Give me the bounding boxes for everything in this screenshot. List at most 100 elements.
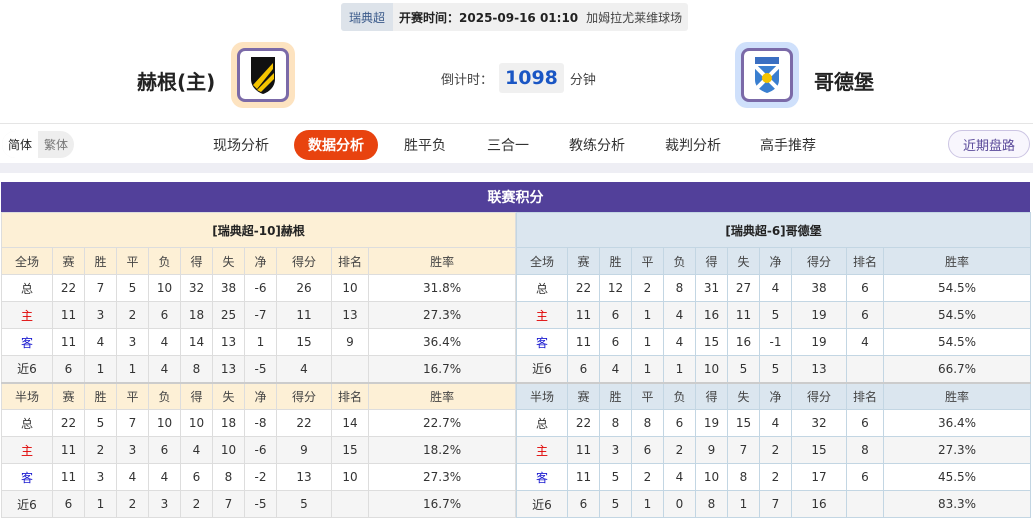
column-header: 负 bbox=[663, 381, 696, 410]
league-label[interactable]: 瑞典超 bbox=[341, 3, 394, 31]
cell: 9 bbox=[331, 328, 369, 356]
cell: 10 bbox=[180, 409, 213, 437]
row-label: 客 bbox=[1, 328, 53, 356]
cell: 6 bbox=[846, 463, 884, 491]
cell: 8 bbox=[727, 463, 760, 491]
column-header: 排名 bbox=[331, 381, 369, 410]
cell: 2 bbox=[631, 463, 664, 491]
tab-expert-picks[interactable]: 高手推荐 bbox=[760, 138, 816, 154]
cell: 7 bbox=[759, 490, 792, 518]
team-caption: [瑞典超-6]哥德堡 bbox=[515, 212, 1032, 248]
cell: 12 bbox=[599, 274, 632, 302]
column-header: 胜率 bbox=[882, 247, 1032, 275]
cell: 14 bbox=[180, 328, 213, 356]
cell: 38 bbox=[791, 274, 847, 302]
cell: 6 bbox=[180, 463, 213, 491]
cell: -5 bbox=[244, 490, 277, 518]
column-header: 负 bbox=[663, 247, 696, 275]
column-header: 平 bbox=[116, 247, 149, 275]
cell: 7 bbox=[84, 274, 117, 302]
away-team-logo[interactable] bbox=[735, 42, 799, 108]
row-label: 近6 bbox=[1, 490, 53, 518]
cell: 2 bbox=[116, 301, 149, 329]
cell: 11 bbox=[52, 436, 85, 464]
cell: 6 bbox=[846, 274, 884, 302]
cell: 17 bbox=[791, 463, 847, 491]
cell: 3 bbox=[84, 301, 117, 329]
cell: 16.7% bbox=[367, 490, 517, 518]
column-header: 胜 bbox=[84, 381, 117, 410]
cell: 36.4% bbox=[882, 409, 1032, 437]
cell: 2 bbox=[663, 436, 696, 464]
cell: 11 bbox=[567, 328, 600, 356]
cell: 7 bbox=[727, 436, 760, 464]
cell: 25 bbox=[212, 301, 245, 329]
home-team-logo[interactable] bbox=[231, 42, 295, 108]
cell: 5 bbox=[727, 355, 760, 383]
row-label: 主 bbox=[516, 436, 568, 464]
cell: 15 bbox=[331, 436, 369, 464]
cell: -1 bbox=[759, 328, 792, 356]
cell: 16.7% bbox=[367, 355, 517, 383]
tab-win-draw-loss[interactable]: 胜平负 bbox=[404, 138, 446, 154]
cell: 22 bbox=[567, 409, 600, 437]
cell bbox=[846, 355, 884, 383]
cell: -6 bbox=[244, 436, 277, 464]
cell: 7 bbox=[212, 490, 245, 518]
cell: 5 bbox=[759, 355, 792, 383]
cell: 11 bbox=[52, 328, 85, 356]
cell: 1 bbox=[631, 355, 664, 383]
cell: 54.5% bbox=[882, 328, 1032, 356]
column-header: 失 bbox=[212, 247, 245, 275]
cell: 11 bbox=[52, 463, 85, 491]
match-info-bar: 瑞典超 开赛时间：2025-09-16 01:10 加姆拉尤莱维球场 bbox=[341, 3, 688, 31]
cell: 19 bbox=[791, 328, 847, 356]
cell: 14 bbox=[331, 409, 369, 437]
cell: 4 bbox=[759, 409, 792, 437]
recent-odds-button[interactable]: 近期盘路 bbox=[948, 130, 1030, 158]
cell: 15 bbox=[727, 409, 760, 437]
cell: 32 bbox=[791, 409, 847, 437]
cell: 1 bbox=[244, 328, 277, 356]
cell: 19 bbox=[695, 409, 728, 437]
table-row: 近6 6 1 2 3 2 7 -5 5 16.7% bbox=[1, 490, 517, 518]
column-header: 全场 bbox=[1, 247, 53, 275]
tab-coach-analysis[interactable]: 教练分析 bbox=[569, 138, 625, 154]
divider bbox=[0, 163, 1033, 173]
cell: 32 bbox=[180, 274, 213, 302]
table-row: 客 11 6 1 4 15 16 -1 19 4 54.5% bbox=[516, 328, 1032, 356]
cell: 6 bbox=[148, 436, 181, 464]
table-row: 主 11 6 1 4 16 11 5 19 6 54.5% bbox=[516, 301, 1032, 329]
countdown-value: 1098 bbox=[499, 63, 564, 93]
table-row: 主 11 3 6 2 9 7 2 15 8 27.3% bbox=[516, 436, 1032, 464]
tab-data-analysis[interactable]: 数据分析 bbox=[294, 130, 378, 160]
cell: 18 bbox=[212, 409, 245, 437]
column-header: 得 bbox=[695, 247, 728, 275]
table-row: 总 22 5 7 10 10 18 -8 22 14 22.7% bbox=[1, 409, 517, 437]
cell: 16 bbox=[695, 301, 728, 329]
traditional-button[interactable]: 繁体 bbox=[44, 138, 69, 152]
cell: 22.7% bbox=[367, 409, 517, 437]
cell: 2 bbox=[759, 436, 792, 464]
ifk-crest-icon bbox=[753, 57, 781, 93]
cell: 16 bbox=[727, 328, 760, 356]
cell: 2 bbox=[631, 274, 664, 302]
column-header: 全场 bbox=[516, 247, 568, 275]
tab-live-analysis[interactable]: 现场分析 bbox=[213, 138, 269, 154]
cell: 11 bbox=[567, 436, 600, 464]
cell: 0 bbox=[663, 490, 696, 518]
cell: 8 bbox=[212, 463, 245, 491]
column-header: 胜 bbox=[599, 381, 632, 410]
cell: 5 bbox=[599, 463, 632, 491]
tab-three-in-one[interactable]: 三合一 bbox=[487, 138, 529, 154]
simplified-button[interactable]: 简体 bbox=[2, 131, 39, 158]
column-header: 净 bbox=[244, 381, 277, 410]
cell bbox=[846, 490, 884, 518]
cell: 11 bbox=[276, 301, 332, 329]
column-header: 排名 bbox=[331, 247, 369, 275]
cell: 27.3% bbox=[367, 463, 517, 491]
column-header: 负 bbox=[148, 381, 181, 410]
tab-referee-analysis[interactable]: 裁判分析 bbox=[665, 138, 721, 154]
table-row: 近6 6 5 1 0 8 1 7 16 83.3% bbox=[516, 490, 1032, 518]
cell: 31.8% bbox=[367, 274, 517, 302]
